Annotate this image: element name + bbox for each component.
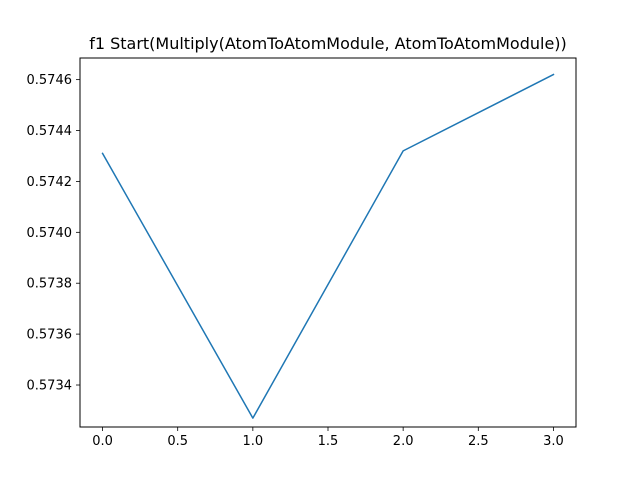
series-line xyxy=(101,73,555,419)
x-tick-label: 3.0 xyxy=(543,434,564,449)
x-axis: 0.0 0.5 1.0 1.5 2.0 2.5 3.0 xyxy=(92,427,564,449)
x-tick-label: 0.0 xyxy=(92,434,113,449)
y-tick-label: 0.5744 xyxy=(27,124,73,139)
y-tick-label: 0.5738 xyxy=(27,277,73,292)
x-tick-label: 2.0 xyxy=(393,434,414,449)
y-axis: 0.5734 0.5736 0.5738 0.5740 0.5742 0.5744 0.57… xyxy=(27,73,80,394)
y-tick-label: 0.5746 xyxy=(27,73,73,88)
chart-title: f1 Start(Multiply(AtomToAtomModule, Atom… xyxy=(89,34,567,53)
series-layer xyxy=(101,73,555,419)
plot-area: 0.0 0.5 1.0 1.5 2.0 2.5 3.0 0.5734 0.5736 0.5738… xyxy=(27,57,577,449)
x-tick-label: 0.5 xyxy=(167,434,188,449)
x-tick-label: 2.5 xyxy=(468,434,489,449)
x-tick-label: 1.5 xyxy=(318,434,339,449)
y-tick-label: 0.5736 xyxy=(27,328,73,343)
x-tick-label: 1.0 xyxy=(243,434,264,449)
y-tick-label: 0.5740 xyxy=(27,226,73,241)
y-tick-label: 0.5734 xyxy=(27,379,73,394)
y-tick-label: 0.5742 xyxy=(27,175,73,190)
